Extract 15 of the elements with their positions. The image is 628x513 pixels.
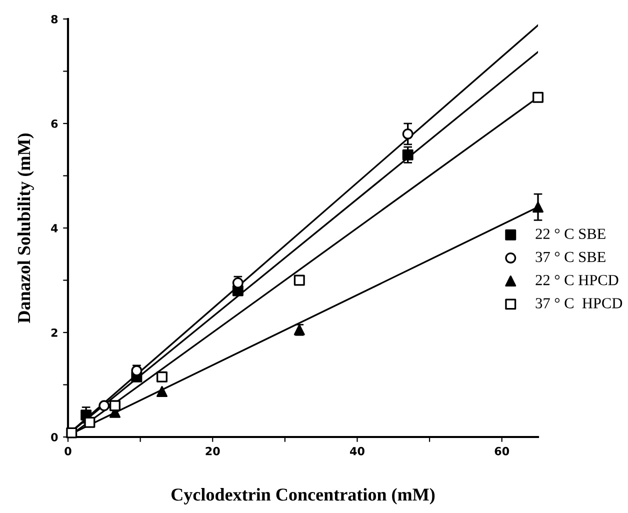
x-tick-label: 20	[206, 446, 220, 456]
legend-label: 22 ° C HPCD	[536, 274, 618, 286]
legend-label: 37 ° C HPCD	[536, 298, 622, 308]
x-tick-label: 60	[494, 446, 510, 456]
x-tick-label: 40	[350, 446, 364, 456]
y-tick-label: 2	[51, 328, 58, 337]
x-tick-label: 0	[64, 446, 72, 456]
y-tick-label: 8	[51, 14, 58, 24]
y-tick-label: 0	[51, 432, 58, 442]
y-tick-label: 4	[51, 224, 58, 232]
y-axis-title: Danazol Solubility (mM)	[17, 133, 34, 323]
y-tick-label: 6	[51, 119, 58, 128]
legend-label: 22 ° C SBE	[536, 228, 606, 239]
legend-label: 37 ° C SBE	[536, 252, 606, 262]
x-axis-title: Cyclodextrin Concentration (mM)	[172, 488, 435, 504]
